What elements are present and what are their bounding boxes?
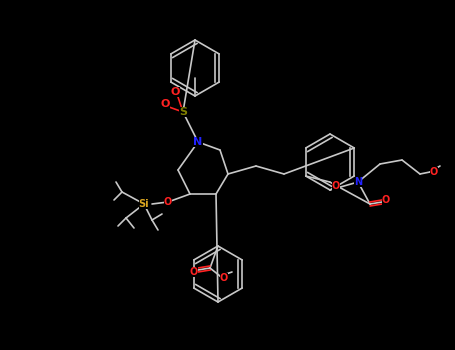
Text: O: O [160, 99, 170, 109]
Text: N: N [354, 177, 362, 187]
Text: O: O [382, 195, 390, 205]
Text: O: O [430, 167, 438, 177]
Text: O: O [164, 197, 172, 207]
Text: O: O [190, 267, 198, 277]
Text: O: O [220, 273, 228, 283]
Text: S: S [179, 107, 187, 117]
Text: Si: Si [139, 199, 149, 209]
Text: O: O [170, 87, 180, 97]
Text: O: O [332, 181, 340, 191]
Text: N: N [193, 137, 202, 147]
